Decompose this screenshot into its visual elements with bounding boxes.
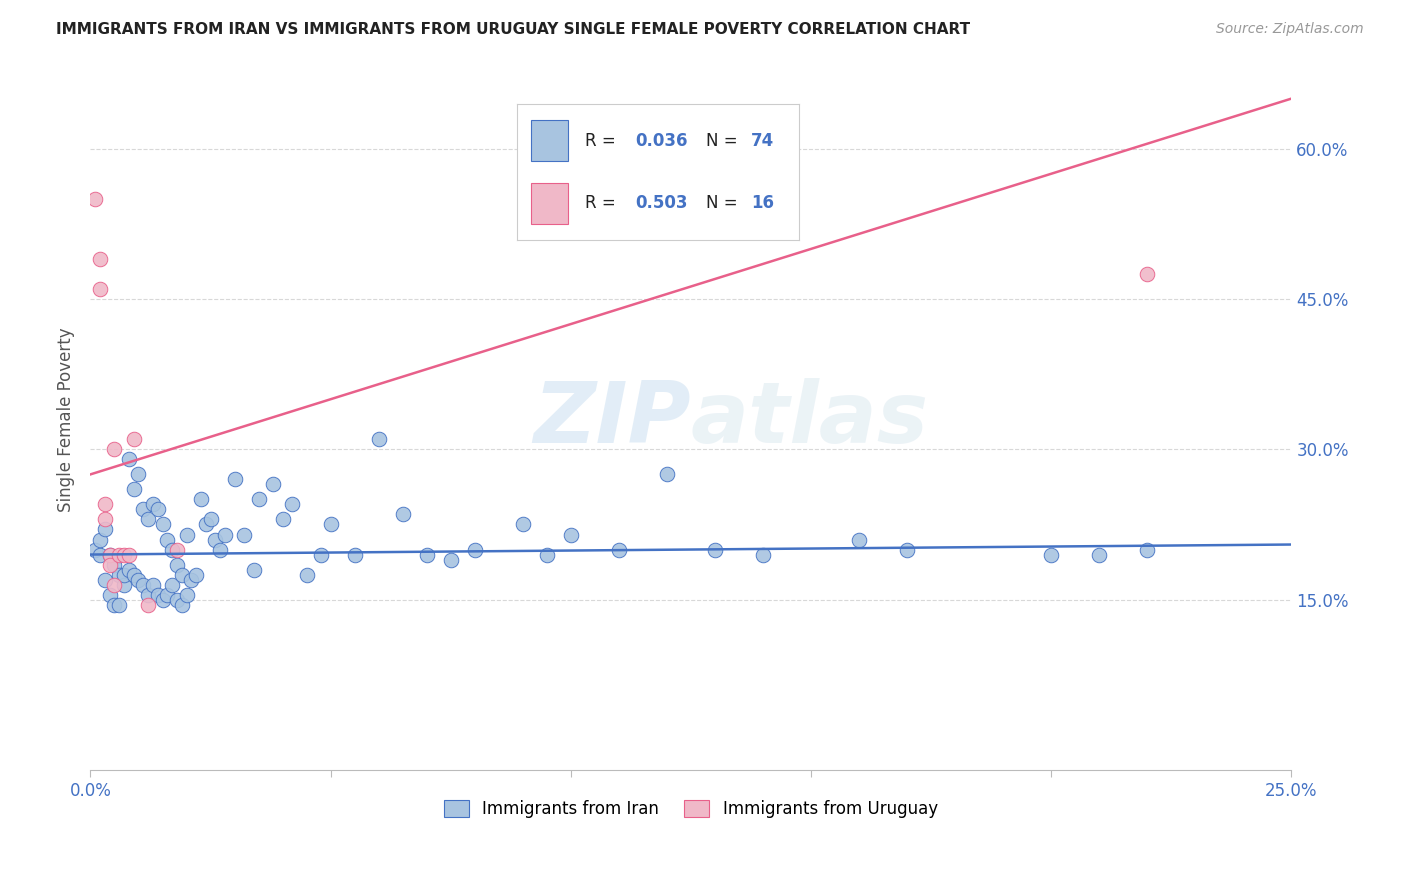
Point (512, 517, 534, 532)
Point (309, 548, 332, 562)
Point (112, 548, 135, 562)
Point (464, 542, 486, 557)
Point (142, 577, 165, 591)
Point (262, 477, 284, 491)
Point (1040, 548, 1063, 562)
Point (118, 563, 141, 577)
Point (176, 588, 198, 602)
Point (170, 598, 193, 612)
Point (1088, 548, 1111, 562)
Point (176, 527, 198, 541)
Point (166, 558, 188, 572)
Point (200, 512, 222, 526)
Point (152, 517, 174, 532)
Point (89, 252, 111, 266)
Point (103, 598, 125, 612)
Point (142, 498, 165, 512)
Point (655, 467, 678, 482)
Point (848, 533, 870, 547)
Point (607, 542, 630, 557)
Point (194, 517, 217, 532)
Point (89, 533, 111, 547)
Text: Source: ZipAtlas.com: Source: ZipAtlas.com (1216, 22, 1364, 37)
Point (233, 527, 256, 541)
Point (118, 452, 141, 467)
Point (752, 548, 775, 562)
Point (94, 573, 117, 587)
Point (170, 567, 193, 582)
Point (94, 512, 117, 526)
Point (136, 588, 159, 602)
Point (209, 542, 232, 557)
Point (243, 563, 266, 577)
Point (128, 467, 150, 482)
Point (122, 432, 145, 446)
Text: IMMIGRANTS FROM IRAN VS IMMIGRANTS FROM URUGUAY SINGLE FEMALE POVERTY CORRELATIO: IMMIGRANTS FROM IRAN VS IMMIGRANTS FROM … (56, 22, 970, 37)
Point (204, 533, 226, 547)
Point (136, 512, 159, 526)
Point (156, 588, 179, 602)
Point (94, 523, 117, 537)
Point (1136, 542, 1159, 557)
Point (214, 527, 236, 541)
Point (295, 567, 318, 582)
Y-axis label: Single Female Poverty: Single Female Poverty (58, 327, 75, 512)
Point (152, 592, 174, 607)
Point (98, 558, 121, 572)
Point (186, 567, 208, 582)
Point (146, 588, 169, 602)
Point (166, 592, 188, 607)
Legend: Immigrants from Iran, Immigrants from Uruguay: Immigrants from Iran, Immigrants from Ur… (437, 793, 945, 825)
Point (136, 598, 159, 612)
Point (112, 567, 135, 582)
Point (84, 542, 107, 557)
Point (108, 567, 131, 582)
Point (89, 548, 111, 562)
Text: ZIP: ZIP (533, 377, 690, 461)
Point (896, 542, 918, 557)
Point (84, 192, 107, 206)
Point (247, 492, 270, 507)
Point (319, 517, 342, 532)
Point (103, 558, 125, 572)
Point (224, 472, 246, 486)
Point (1136, 267, 1159, 281)
Point (103, 577, 125, 591)
Point (132, 502, 155, 516)
Point (416, 548, 439, 562)
Point (166, 542, 188, 557)
Point (704, 542, 727, 557)
Text: atlas: atlas (690, 377, 929, 461)
Point (156, 533, 179, 547)
Point (103, 442, 125, 457)
Point (440, 552, 463, 566)
Point (190, 492, 212, 507)
Point (122, 567, 145, 582)
Point (112, 577, 135, 591)
Point (108, 548, 131, 562)
Point (128, 573, 150, 587)
Point (98, 548, 121, 562)
Point (271, 512, 294, 526)
Point (122, 483, 145, 497)
Point (98, 548, 121, 562)
Point (391, 508, 413, 522)
Point (160, 577, 183, 591)
Point (536, 548, 558, 562)
Point (180, 573, 202, 587)
Point (367, 432, 389, 446)
Point (89, 282, 111, 296)
Point (108, 598, 131, 612)
Point (160, 542, 183, 557)
Point (146, 502, 169, 516)
Point (343, 548, 366, 562)
Point (560, 527, 582, 541)
Point (132, 577, 155, 591)
Point (118, 548, 141, 562)
Point (281, 498, 304, 512)
Point (94, 498, 117, 512)
Point (98, 588, 121, 602)
